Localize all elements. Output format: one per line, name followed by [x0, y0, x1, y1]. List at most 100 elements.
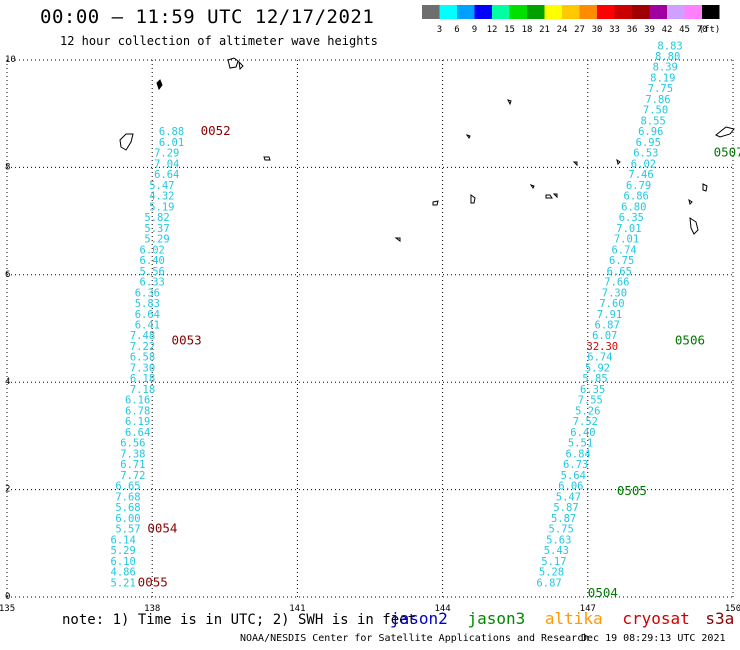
- wave-height-value: 4.32: [149, 191, 174, 203]
- wave-height-value: 6.01: [159, 137, 184, 149]
- wave-height-value: 5.51: [568, 438, 593, 450]
- wave-height-value: 7.52: [573, 416, 598, 428]
- wave-height-value: 7.60: [599, 298, 624, 310]
- island-outline: [688, 198, 693, 205]
- wave-height-value: 5.43: [544, 545, 569, 557]
- x-tick-label: 135: [0, 604, 15, 614]
- wave-height-value: 6.75: [609, 255, 634, 267]
- colorbar-swatch: [649, 5, 667, 19]
- wave-height-value: 7.72: [120, 470, 145, 482]
- wave-height-value: 6.16: [125, 395, 150, 407]
- wave-height-value: 7.01: [614, 234, 639, 246]
- wave-height-value: 7.18: [130, 384, 155, 396]
- wave-height-value: 5.28: [539, 567, 564, 579]
- colorbar-label: 15: [504, 25, 515, 35]
- colorbar-label: 9: [472, 25, 477, 35]
- pass-time-label: 0054: [147, 521, 177, 536]
- colorbar-label: 21: [539, 25, 550, 35]
- wave-height-value: 5.47: [149, 180, 174, 192]
- island-outline: [572, 161, 578, 167]
- x-tick-label: 138: [144, 604, 160, 614]
- wave-height-value: 6.40: [140, 255, 165, 267]
- wave-height-value: 6.07: [592, 330, 617, 342]
- wave-height-value: 7.75: [648, 83, 673, 95]
- map-title: 00:00 – 11:59 UTC 12/17/2021: [40, 6, 375, 28]
- wave-height-value: 6.80: [621, 201, 646, 213]
- pass-time-label: 0507: [714, 145, 740, 160]
- generated-timestamp: Dec 19 08:29:13 UTC 2021: [581, 633, 726, 644]
- colorbar-swatch: [562, 5, 580, 19]
- y-tick-label: 2: [5, 485, 10, 495]
- wave-height-value: 6.53: [633, 148, 658, 160]
- wave-height-value: 7.55: [578, 395, 603, 407]
- y-tick-label: 8: [5, 162, 10, 172]
- wave-height-value: 7.46: [628, 169, 653, 181]
- legend-jason3: jason3: [467, 609, 526, 628]
- wave-height-value: 6.88: [159, 126, 184, 138]
- colorbar-swatch: [579, 5, 597, 19]
- colorbar-label: 24: [557, 25, 568, 35]
- wave-height-value: 5.68: [115, 502, 140, 514]
- y-tick-label: 0: [5, 592, 10, 602]
- altimeter-track-east: 6.875.285.175.435.635.755.875.875.476.06…: [536, 40, 740, 600]
- colorbar-label: 18: [522, 25, 533, 35]
- colorbar-swatch: [492, 5, 510, 19]
- wave-height-value: 5.57: [115, 524, 140, 536]
- wave-height-value: 8.19: [650, 72, 675, 84]
- wave-height-value: 5.63: [546, 534, 571, 546]
- wave-height-value: 5.47: [556, 491, 581, 503]
- y-tick-label: 4: [5, 377, 10, 387]
- map-subtitle: 12 hour collection of altimeter wave hei…: [60, 34, 378, 48]
- wave-height-value: 6.71: [120, 459, 145, 471]
- colorbar-swatch: [544, 5, 562, 19]
- wave-height-value: 6.36: [135, 287, 160, 299]
- colorbar-label: (ft): [699, 25, 721, 35]
- colorbar-swatch: [702, 5, 720, 19]
- wave-height-value: 6.73: [563, 459, 588, 471]
- wave-height-value: 7.86: [645, 94, 670, 106]
- colorbar-swatch: [509, 5, 527, 19]
- wave-height-value: 5.64: [561, 470, 586, 482]
- wave-height-value: 7.68: [115, 491, 140, 503]
- credit-text: NOAA/NESDIS Center for Satellite Applica…: [240, 633, 590, 644]
- legend-jason2: jason2: [390, 609, 448, 628]
- wave-height-value: 7.30: [130, 362, 155, 374]
- wave-height-value: 5.29: [144, 234, 169, 246]
- x-tick-label: 150: [725, 604, 740, 614]
- wave-height-value: 6.35: [619, 212, 644, 224]
- colorbar-swatch: [597, 5, 615, 19]
- island-outline: [689, 216, 699, 235]
- pass-time-label: 0506: [675, 333, 705, 348]
- legend-cryosat: cryosat: [622, 609, 690, 628]
- satellite-legend: jason2 jason3 altika cryosat s3a: [390, 609, 734, 628]
- y-tick-label: 10: [5, 55, 16, 65]
- wave-height-value: 7.48: [130, 330, 155, 342]
- wave-height-value: 5.17: [541, 556, 566, 568]
- wave-height-value: 5.19: [149, 201, 174, 213]
- wave-height-value: 8.39: [653, 62, 678, 74]
- colorbar-label: 27: [574, 25, 585, 35]
- wave-height-value: 8.83: [657, 40, 682, 52]
- colorbar-swatch: [527, 5, 545, 19]
- wave-height-value: 6.41: [135, 320, 160, 332]
- wave-height-value: 6.56: [120, 438, 145, 450]
- y-tick-label: 6: [5, 270, 10, 280]
- colorbar-label: 33: [609, 25, 620, 35]
- wave-height-value: 6.35: [580, 384, 605, 396]
- wave-height-value: 6.14: [111, 534, 136, 546]
- pass-time-label: 0505: [617, 483, 647, 498]
- map-grid: [6, 59, 734, 598]
- colorbar-label: 12: [487, 25, 498, 35]
- coastlines: [119, 57, 735, 242]
- wave-height-value: 6.65: [607, 266, 632, 278]
- wave-height-value: 6.64: [154, 169, 179, 181]
- wave-height-value: 6.79: [626, 180, 651, 192]
- colorbar-swatch: [457, 5, 475, 19]
- wave-height-value: 5.87: [551, 513, 576, 525]
- wave-height-value: 6.95: [636, 137, 661, 149]
- wave-height-value: 5.87: [553, 502, 578, 514]
- wave-height-value: 32.30: [587, 341, 619, 353]
- wave-height-value: 6.64: [125, 427, 150, 439]
- wave-height-value: 4.86: [111, 567, 136, 579]
- wave-height-value: 6.87: [595, 320, 620, 332]
